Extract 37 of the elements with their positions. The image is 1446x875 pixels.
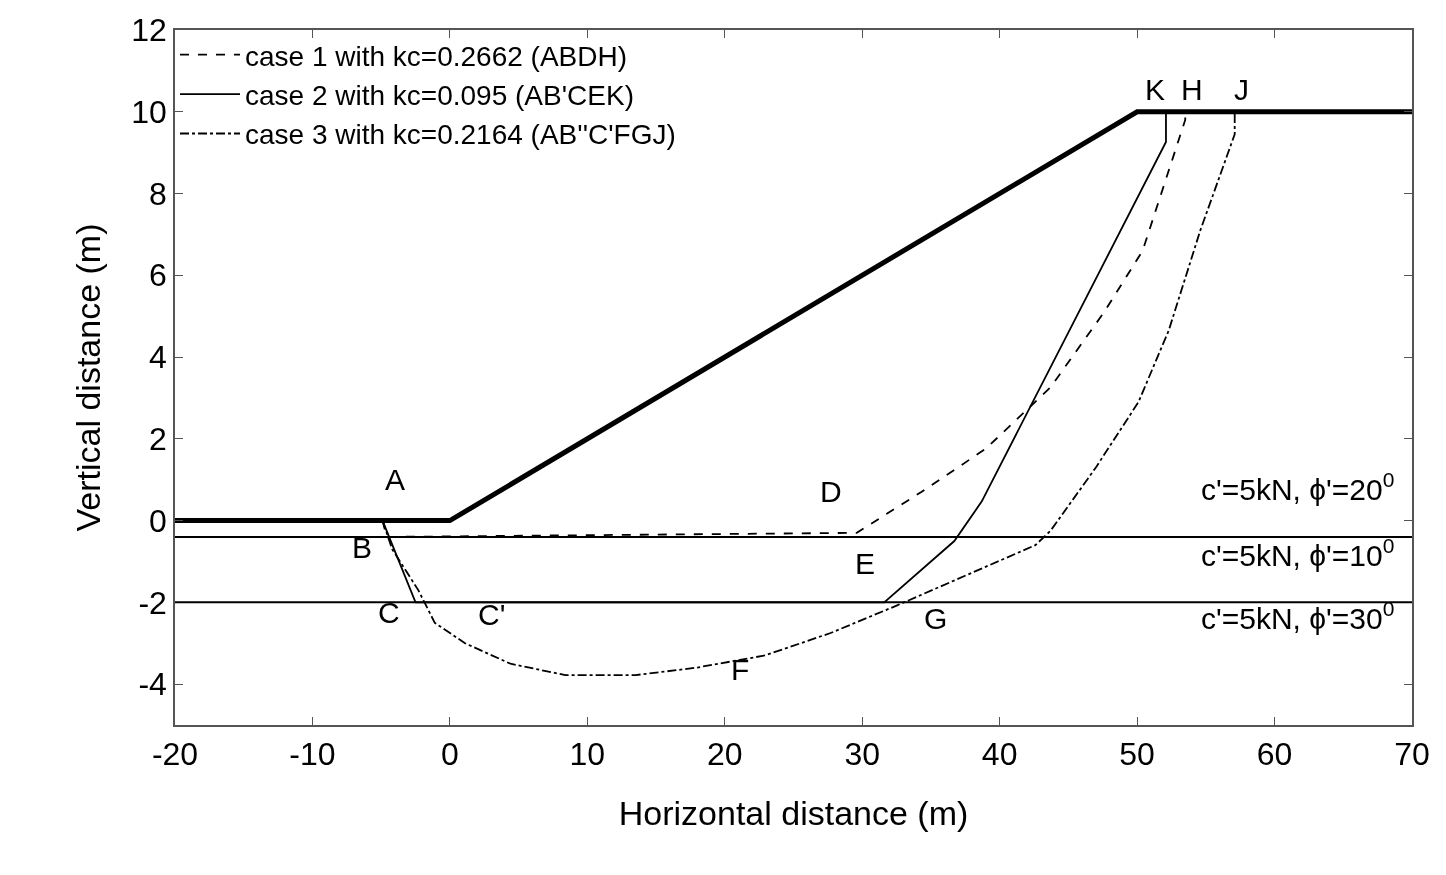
- y-axis-title: Vertical distance (m): [69, 223, 108, 532]
- y-tick-label: 12: [131, 12, 167, 49]
- annotation: C': [478, 598, 506, 631]
- annotation: C: [378, 596, 400, 629]
- y-tick-label: -4: [138, 666, 167, 703]
- annotation: D: [820, 475, 842, 508]
- y-tick-label: 10: [131, 93, 167, 130]
- x-tick-label: 20: [706, 736, 743, 773]
- y-tick-label: 6: [149, 257, 167, 294]
- y-tick-label: 4: [149, 339, 167, 376]
- annotation: c'=5kN, ϕ'=10$^{0}$: [1201, 534, 1395, 572]
- annotation: A: [385, 463, 406, 496]
- x-tick-label: 70: [1394, 736, 1430, 773]
- annotation: H: [1181, 73, 1203, 106]
- x-tick-label: 40: [981, 736, 1018, 773]
- x-tick-label: 0: [440, 736, 459, 773]
- x-tick-label: -20: [151, 736, 199, 773]
- x-tick-label: 60: [1256, 736, 1293, 773]
- x-axis-title: Horizontal distance (m): [618, 793, 969, 832]
- y-tick-label: 2: [149, 421, 167, 458]
- annotation: G: [924, 602, 948, 635]
- legend-label: case 2 with kc=0.095 (AB'CEK): [245, 80, 634, 112]
- x-tick-label: 10: [569, 736, 606, 773]
- legend-label: case 3 with kc=0.2164 (AB''C'FGJ): [245, 119, 676, 151]
- x-tick-label: -10: [289, 736, 336, 773]
- x-tick-label: 50: [1119, 736, 1155, 773]
- annotation: K: [1145, 73, 1166, 106]
- annotation: J: [1234, 73, 1249, 106]
- annotation: c'=5kN, ϕ'=20$^{0}$: [1201, 468, 1395, 506]
- annotation: E: [855, 547, 876, 580]
- x-tick-label: 30: [844, 736, 881, 773]
- y-tick-label: 8: [149, 175, 167, 212]
- annotation: B: [352, 531, 373, 564]
- annotation: F: [731, 653, 750, 686]
- legend-label: case 1 with kc=0.2662 (ABDH): [245, 40, 628, 72]
- y-tick-label: 0: [149, 502, 167, 539]
- y-tick-label: -2: [138, 584, 167, 621]
